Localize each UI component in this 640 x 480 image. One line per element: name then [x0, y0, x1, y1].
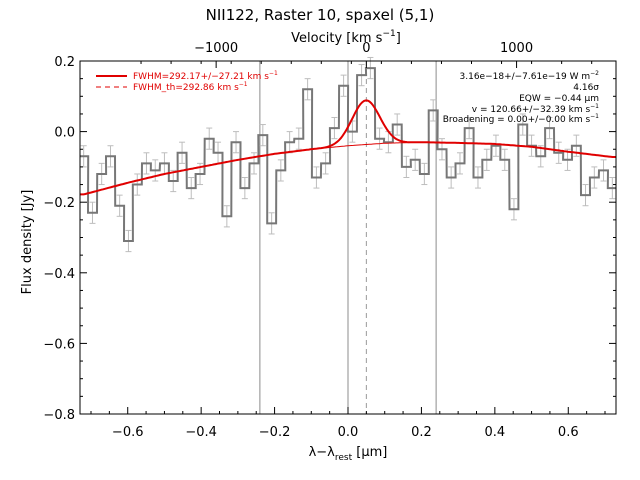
x-tick-label: −0.6 [112, 425, 144, 440]
x-tick-label: −0.2 [259, 425, 291, 440]
annot-velocity: v = 120.66+/−32.39 km s−1 [472, 103, 599, 115]
annot-sigma: 4.16σ [573, 83, 599, 93]
top-axis-label-post: ] [396, 31, 401, 46]
x-tick-label: 0.2 [411, 425, 432, 440]
y-tick-label: 0.0 [54, 126, 75, 141]
y-tick-label: 0.2 [54, 55, 75, 70]
ticks: −0.6 −0.4 −0.2 0.0 0.2 0.4 0.6 −1000 0 1000 −0.8 −0… [43, 41, 616, 440]
x-axis-label-main: λ−λ [309, 445, 336, 460]
legend-solid-label: FWHM=292.17+/−27.21 km s−1 [133, 70, 278, 82]
top-axis-label: Velocity [km s−1] [291, 29, 401, 46]
fit-annotations: 3.16e−18+/−7.61e−19 W m−2 4.16σ EQW = −0… [443, 70, 600, 125]
top-tick-label: 1000 [500, 41, 533, 56]
y-tick-label: −0.4 [43, 267, 75, 282]
reference-lines [259, 61, 437, 414]
x-axis-label-unit-pre: [ [352, 445, 361, 460]
y-axis-label: Flux density [Jy] [20, 190, 35, 295]
fit-line [80, 99, 616, 196]
x-axis-label-unit-mu: μ [361, 445, 369, 460]
annot-flux: 3.16e−18+/−7.61e−19 W m−2 [460, 70, 600, 82]
spectrum-step-line [80, 67, 616, 242]
annot-eqw: EQW = −0.44 μm [519, 94, 599, 104]
legend-dashed-label: FWHM_th=292.86 km s−1 [133, 81, 248, 93]
x-axis-label-unit-post: m] [370, 445, 388, 460]
x-axis-label: λ−λrest [μm] [309, 445, 388, 463]
annot-broadening: Broadening = 0.00+/−0.00 km s−1 [443, 113, 599, 125]
y-tick-label: −0.2 [43, 196, 75, 211]
x-tick-label: −0.4 [185, 425, 217, 440]
fit-series [80, 99, 616, 196]
x-tick-label: 0.6 [558, 425, 579, 440]
top-tick-label: −1000 [194, 41, 238, 56]
y-tick-label: −0.8 [43, 408, 75, 423]
x-tick-label: 0.4 [485, 425, 506, 440]
x-tick-label: 0.0 [338, 425, 359, 440]
top-axis-label-pre: Velocity [km s [291, 31, 383, 46]
x-axis-label-sub: rest [335, 453, 353, 463]
top-axis-label-sup: −1 [382, 29, 395, 39]
legend: FWHM=292.17+/−27.21 km s−1 FWHM_th=292.8… [96, 70, 278, 93]
top-tick-label: 0 [362, 41, 370, 56]
y-tick-label: −0.6 [43, 337, 75, 352]
spectrum-series [80, 67, 616, 242]
chart-title: NII122, Raster 10, spaxel (5,1) [206, 6, 435, 24]
